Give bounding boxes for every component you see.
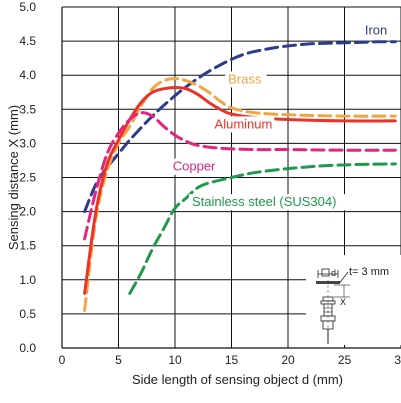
y-axis-title: Sensing distance X (mm) (6, 105, 21, 250)
x-dimension-label: X (340, 297, 346, 307)
d-label: d (331, 268, 336, 278)
x-tick-label: 5 (115, 353, 122, 367)
sensor-diagram: d t= 3 mm X (306, 255, 401, 345)
y-tick-label: 0.5 (19, 307, 36, 321)
thickness-label: t= 3 mm (349, 266, 389, 278)
series-line-copper (83, 111, 397, 241)
series-line-stainless-steel-sus304 (128, 162, 397, 295)
y-tick-label: 0.0 (19, 341, 36, 355)
y-tick-label: 3.0 (19, 136, 36, 150)
x-axis-title: Side length of sensing object d (mm) (132, 372, 343, 387)
x-tick-label: 20 (281, 353, 295, 367)
series-label-stainless-steel-sus304: Stainless steel (SUS304) (192, 194, 337, 209)
series-labels: Iron Brass Aluminum Copper Stainless steel (… (169, 22, 397, 211)
y-tick-label: 1.0 (19, 273, 36, 287)
x-tick-label: 0 (59, 353, 66, 367)
series-label-brass: Brass (228, 71, 262, 86)
series-label-iron: Iron (365, 22, 387, 37)
axes: 0 5 10 15 20 25 30 0.0 0.5 1.0 1.5 2.0 2.5 3.0 3.5 4.0 4… (6, 0, 401, 387)
series-label-bg (169, 158, 219, 175)
series-label-aluminum: Aluminum (215, 116, 273, 131)
series-label-bg (225, 71, 267, 88)
series-label-bg (211, 116, 275, 133)
series-label-bg (188, 194, 366, 211)
series-line-brass (83, 77, 397, 312)
y-tick-label: 4.0 (19, 68, 36, 82)
series-label-bg (361, 22, 397, 39)
y-tick-label: 4.5 (19, 34, 36, 48)
x-tick-label: 25 (338, 353, 352, 367)
y-tick-label: 2.0 (19, 205, 36, 219)
series-label-copper: Copper (173, 159, 216, 174)
x-tick-label: 10 (168, 353, 182, 367)
y-tick-label: 1.5 (19, 239, 36, 253)
y-tick-label: 3.5 (19, 102, 36, 116)
y-tick-label: 5.0 (19, 0, 36, 14)
x-tick-label: 30 (394, 353, 401, 367)
series-line-iron (83, 40, 397, 214)
x-tick-label: 15 (225, 353, 239, 367)
y-tick-label: 2.5 (19, 171, 36, 185)
